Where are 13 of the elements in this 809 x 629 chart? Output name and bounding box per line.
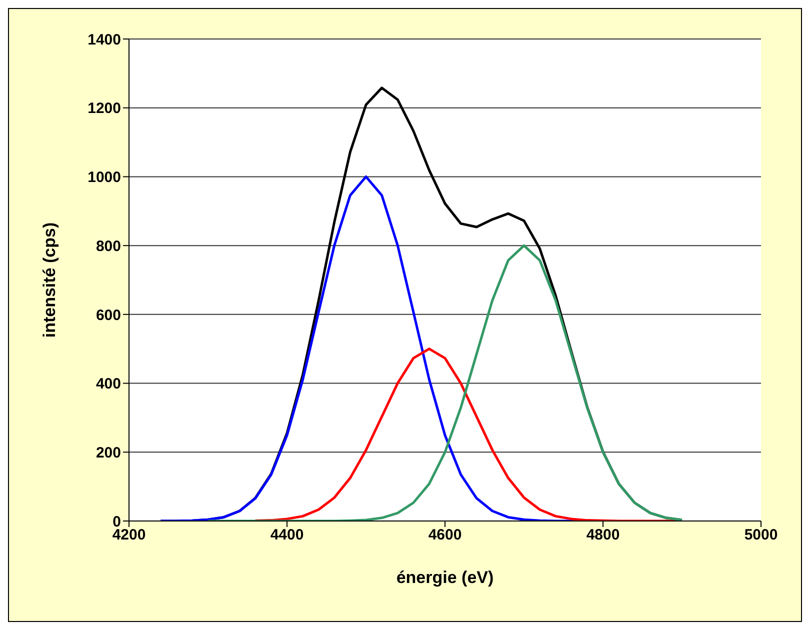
y-axis-title: intensité (cps) <box>40 222 60 338</box>
y-tick-label: 200 <box>96 444 121 462</box>
y-tick-label: 800 <box>96 238 121 255</box>
y-tick-label: 1200 <box>88 100 121 118</box>
x-tick-label: 4600 <box>428 526 462 544</box>
x-tick-label: 5000 <box>744 526 778 544</box>
y-tick-label: 400 <box>96 376 121 393</box>
y-tick-label: 1400 <box>88 31 121 48</box>
x-axis-title: énergie (eV) <box>396 568 494 587</box>
y-tick-label: 600 <box>96 306 121 324</box>
x-tick-label: 4800 <box>586 526 620 544</box>
x-tick-label: 4400 <box>270 526 304 544</box>
y-tick-label: 1000 <box>88 169 121 186</box>
